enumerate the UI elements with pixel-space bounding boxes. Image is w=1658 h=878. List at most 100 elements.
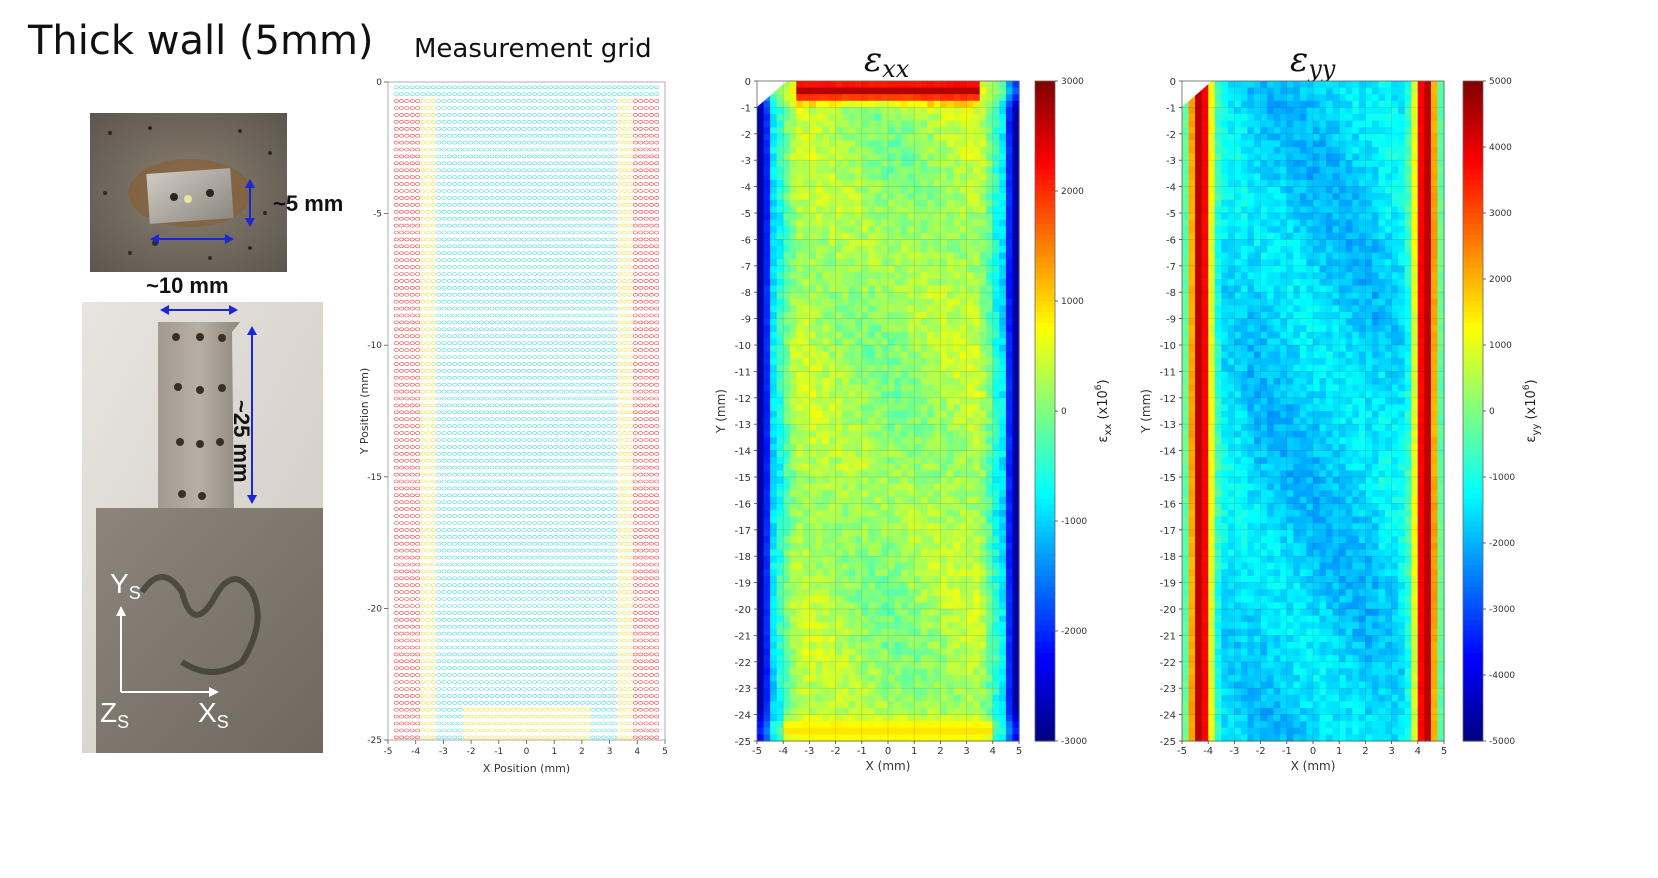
grid-point xyxy=(404,431,410,435)
grid-point xyxy=(558,272,564,276)
grid-point xyxy=(526,119,532,124)
grid-point xyxy=(547,362,553,366)
grid-point xyxy=(441,631,447,636)
grid-point xyxy=(643,85,649,90)
grid-point xyxy=(616,680,622,684)
grid-point xyxy=(462,528,468,532)
grid-point xyxy=(478,735,484,740)
grid-point xyxy=(579,597,585,601)
grid-point xyxy=(415,604,421,608)
grid-point xyxy=(648,521,654,525)
grid-point xyxy=(611,92,617,97)
grid-point xyxy=(563,251,569,255)
grid-point xyxy=(590,299,596,304)
grid-point xyxy=(431,355,437,359)
grid-point xyxy=(446,624,452,629)
grid-point xyxy=(404,652,410,657)
grid-point xyxy=(595,541,601,546)
grid-point xyxy=(579,645,585,650)
grid-point xyxy=(409,106,415,110)
grid-point xyxy=(505,396,511,401)
grid-point xyxy=(627,673,633,677)
grid-point xyxy=(409,528,415,532)
grid-point xyxy=(441,286,447,290)
grid-point xyxy=(654,472,660,477)
grid-point xyxy=(590,694,596,698)
grid-point xyxy=(484,230,490,235)
grid-point xyxy=(532,396,538,401)
grid-point xyxy=(425,486,431,491)
grid-point xyxy=(425,528,431,532)
grid-point xyxy=(611,714,617,719)
grid-point xyxy=(446,299,452,304)
grid-point xyxy=(521,306,527,311)
grid-point xyxy=(563,237,569,242)
grid-point xyxy=(643,597,649,601)
grid-x-tick-label: 3 xyxy=(607,747,613,757)
grid-point xyxy=(425,673,431,677)
grid-point xyxy=(484,272,490,276)
grid-point xyxy=(601,458,607,463)
grid-point xyxy=(436,355,442,359)
grid-point xyxy=(585,680,591,684)
grid-point xyxy=(500,113,506,117)
grid-point xyxy=(558,355,564,359)
grid-point xyxy=(526,597,532,601)
grid-point xyxy=(585,313,591,318)
grid-point xyxy=(595,210,601,214)
grid-point xyxy=(494,735,500,740)
grid-point xyxy=(569,251,575,255)
grid-point xyxy=(611,451,617,456)
grid-point xyxy=(457,659,463,664)
grid-point xyxy=(399,500,405,505)
grid-point xyxy=(569,168,575,173)
grid-point xyxy=(643,299,649,304)
grid-point xyxy=(521,666,527,671)
grid-point xyxy=(616,548,622,553)
grid-point xyxy=(601,237,607,242)
grid-point xyxy=(500,541,506,546)
grid-point xyxy=(468,258,474,262)
grid-point xyxy=(431,320,437,325)
grid-point xyxy=(643,182,649,186)
grid-point xyxy=(462,493,468,498)
grid-point xyxy=(415,161,421,166)
grid-point xyxy=(457,458,463,463)
grid-point xyxy=(441,638,447,643)
grid-point xyxy=(500,735,506,740)
grid-point xyxy=(420,611,426,615)
grid-point xyxy=(622,486,628,491)
grid-point xyxy=(547,299,553,304)
grid-point xyxy=(563,617,569,622)
grid-point xyxy=(579,735,585,740)
grid-point xyxy=(510,521,516,525)
grid-point xyxy=(606,521,612,525)
grid-point xyxy=(643,334,649,339)
grid-point xyxy=(601,119,607,124)
grid-point xyxy=(500,126,506,131)
grid-point xyxy=(409,617,415,622)
grid-point xyxy=(654,223,660,228)
grid-point xyxy=(457,410,463,415)
grid-point xyxy=(532,521,538,525)
grid-point xyxy=(484,728,490,733)
grid-point xyxy=(654,680,660,684)
grid-point xyxy=(558,99,564,103)
grid-point xyxy=(590,396,596,401)
grid-point xyxy=(446,244,452,249)
grid-point xyxy=(526,299,532,304)
grid-point xyxy=(505,597,511,601)
grid-point xyxy=(446,189,452,193)
grid-point xyxy=(404,368,410,373)
exx-cell xyxy=(815,81,824,89)
grid-point xyxy=(431,258,437,262)
grid-point xyxy=(510,106,516,110)
grid-point xyxy=(532,631,538,636)
grid-point xyxy=(415,182,421,186)
grid-point xyxy=(638,652,644,657)
grid-point xyxy=(494,292,500,297)
grid-point xyxy=(563,223,569,228)
grid-point xyxy=(574,652,580,657)
grid-point xyxy=(526,590,532,594)
grid-point xyxy=(590,569,596,574)
